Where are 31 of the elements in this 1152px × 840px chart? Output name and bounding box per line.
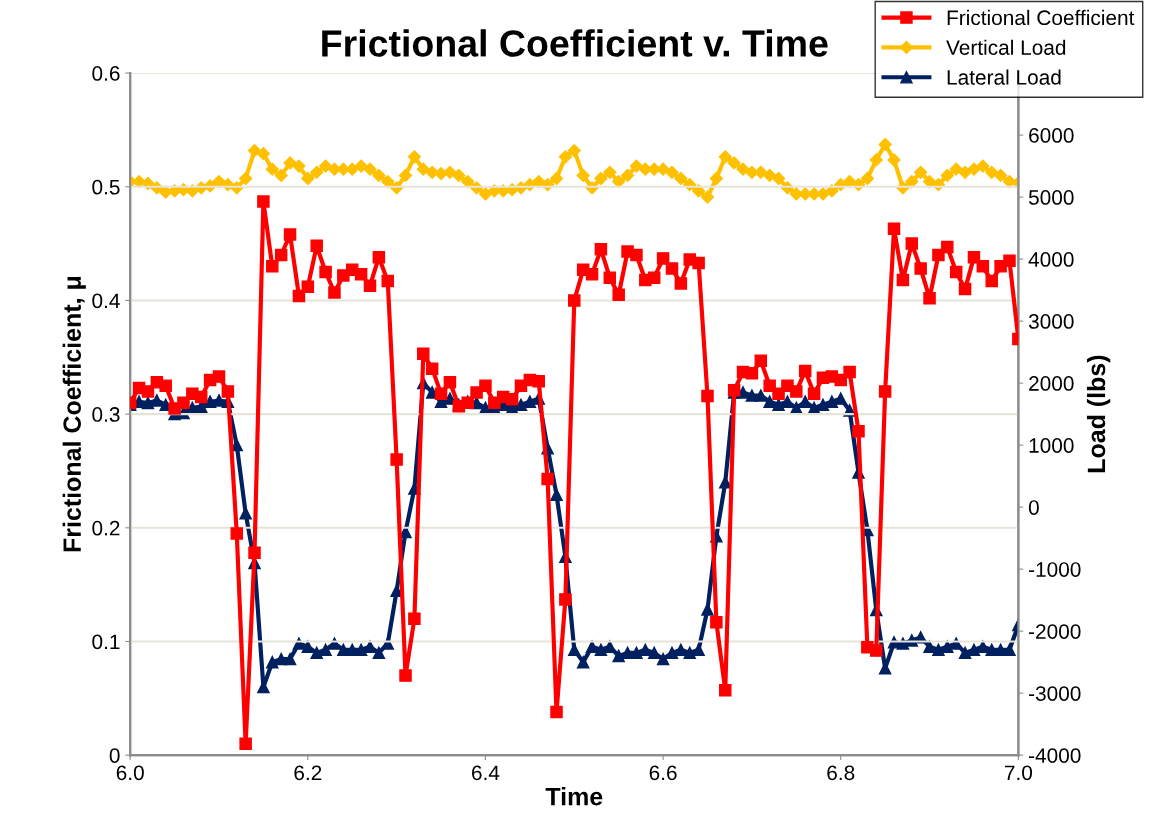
x-tick-label: 6.6 — [649, 765, 677, 781]
legend-label: Frictional Coefficient — [947, 9, 1135, 26]
x-tick-label: 7.0 — [1004, 765, 1033, 781]
y-tick-label: 0 — [109, 748, 120, 763]
y-tick-label: 0.3 — [92, 407, 120, 422]
y-axis-title: Frictional Coefficient, μ — [62, 276, 86, 552]
x-tick-label: 6.8 — [827, 765, 855, 781]
y-tick-label: 0.2 — [92, 520, 120, 536]
y2-tick-label: 3000 — [1028, 314, 1074, 329]
y-tick-label: 0.1 — [92, 634, 120, 650]
y2-tick-label: -4000 — [1029, 748, 1081, 763]
x-tick-label: 6.2 — [294, 765, 322, 781]
y2-tick-label: 4000 — [1028, 252, 1074, 267]
y2-tick-label: 0 — [1028, 500, 1039, 515]
y2-tick-label: 6000 — [1029, 128, 1074, 143]
y2-axis-title: Load (lbs) — [1086, 355, 1111, 473]
x-axis-title: Time — [545, 787, 603, 806]
legend-label: Vertical Load — [946, 39, 1066, 55]
legend-label: Lateral Load — [947, 69, 1061, 85]
x-tick-label: 6.0 — [116, 765, 144, 781]
chart-title: Frictional Coefficient v. Time — [322, 29, 828, 57]
y2-tick-label: 2000 — [1029, 376, 1074, 391]
y2-tick-label: -3000 — [1029, 686, 1081, 701]
y-tick-label: 0.4 — [92, 293, 120, 309]
y2-tick-label: -1000 — [1029, 562, 1081, 577]
y2-tick-label: 5000 — [1028, 190, 1074, 205]
y-tick-label: 0.5 — [92, 179, 120, 195]
y-tick-label: 0.6 — [92, 66, 120, 81]
x-tick-label: 6.4 — [472, 765, 500, 781]
y2-tick-label: -2000 — [1029, 624, 1081, 639]
y2-tick-label: 1000 — [1029, 438, 1074, 453]
